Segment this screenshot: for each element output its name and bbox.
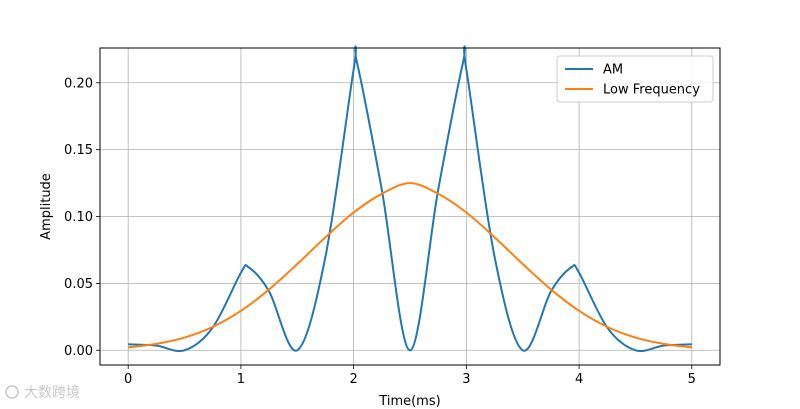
watermark: 大数跨境 [5, 385, 80, 401]
x-tick-label: 3 [462, 372, 470, 387]
y-tick-label: 0.20 [64, 76, 93, 91]
y-tick-label: 0.15 [64, 143, 93, 158]
legend-label-low-frequency: Low Frequency [603, 83, 700, 98]
legend: AM Low Frequency [556, 55, 714, 103]
y-axis: 0.00 0.05 0.10 0.15 0.20 [64, 76, 100, 359]
y-axis-title: Amplitude [39, 173, 54, 240]
series-line-am [128, 45, 692, 352]
x-axis-title: Time(ms) [378, 394, 440, 409]
x-tick-label: 2 [349, 372, 357, 387]
y-tick-label: 0.05 [64, 277, 93, 292]
y-tick-label: 0.00 [64, 344, 93, 359]
series-layer [128, 45, 692, 352]
x-tick-label: 1 [237, 372, 245, 387]
legend-label-am: AM [603, 63, 623, 78]
y-tick-label: 0.10 [64, 210, 93, 225]
x-tick-label: 0 [124, 372, 132, 387]
x-tick-label: 5 [688, 372, 696, 387]
watermark-logo-icon [5, 385, 19, 399]
plot-frame [99, 47, 721, 366]
x-tick-label: 4 [575, 372, 583, 387]
series-line-low-frequency [128, 182, 692, 349]
watermark-text: 大数跨境 [24, 385, 80, 401]
x-axis: 0 1 2 3 4 5 [124, 365, 696, 387]
legend-box [556, 55, 714, 103]
